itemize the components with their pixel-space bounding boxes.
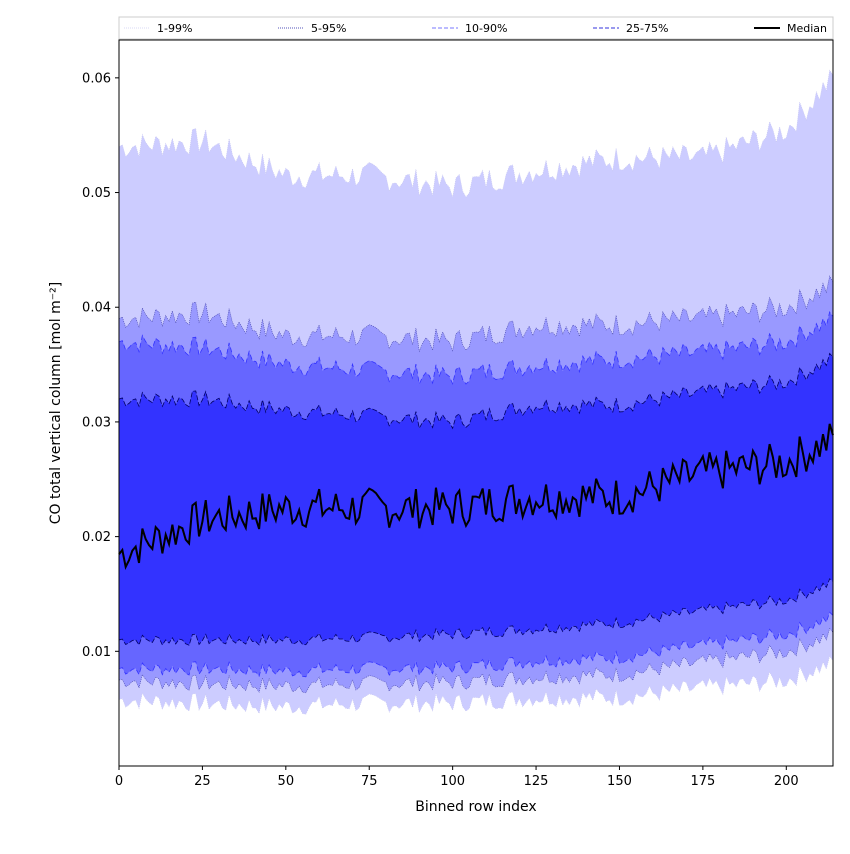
band-25-75% — [119, 353, 833, 646]
x-axis: 0 25 50 75 100 125 150 175 200 — [115, 766, 799, 789]
x-tick-label: 150 — [607, 774, 632, 789]
x-tick-label: 125 — [524, 774, 549, 789]
legend: 1-99% 5-95% 10-90% 25-75% Median — [118, 16, 834, 40]
band-upper-line-5-95% — [118, 275, 834, 353]
y-tick-label: 0.05 — [82, 186, 111, 201]
y-axis-label: CO total vertical column [mol m⁻²] — [48, 282, 64, 524]
band-upper-line-1-99% — [118, 69, 834, 198]
band-lower-line-25-75% — [118, 578, 834, 646]
band-lower-line-10-90% — [118, 611, 834, 678]
x-tick-label: 75 — [361, 774, 378, 789]
legend-label: Median — [787, 22, 827, 35]
legend-label: 25-75% — [626, 22, 668, 35]
x-tick-label: 175 — [690, 774, 715, 789]
y-tick-label: 0.04 — [82, 301, 111, 316]
band-upper-line-10-90% — [118, 310, 834, 386]
x-axis-label: Binned row index — [415, 799, 536, 815]
y-tick-label: 0.01 — [82, 645, 111, 660]
y-tick-label: 0.06 — [82, 71, 111, 86]
legend-frame — [118, 16, 834, 40]
band-lower-line-1-99% — [118, 655, 834, 715]
y-axis: 0.01 0.02 0.03 0.04 0.05 0.06 — [82, 71, 119, 660]
median-line — [118, 423, 834, 571]
y-tick-label: 0.02 — [82, 530, 111, 545]
legend-label: 1-99% — [157, 22, 192, 35]
x-tick-label: 50 — [278, 774, 295, 789]
x-tick-label: 200 — [774, 774, 799, 789]
lines-layer — [118, 69, 834, 715]
x-tick-label: 100 — [440, 774, 465, 789]
y-tick-label: 0.03 — [82, 415, 111, 430]
legend-label: 10-90% — [465, 22, 507, 35]
x-tick-label: 0 — [115, 774, 123, 789]
plot-frame — [118, 39, 834, 767]
band-upper-line-25-75% — [118, 352, 834, 430]
x-tick-label: 25 — [194, 774, 211, 789]
legend-label: 5-95% — [311, 22, 346, 35]
bands-layer — [119, 70, 833, 715]
